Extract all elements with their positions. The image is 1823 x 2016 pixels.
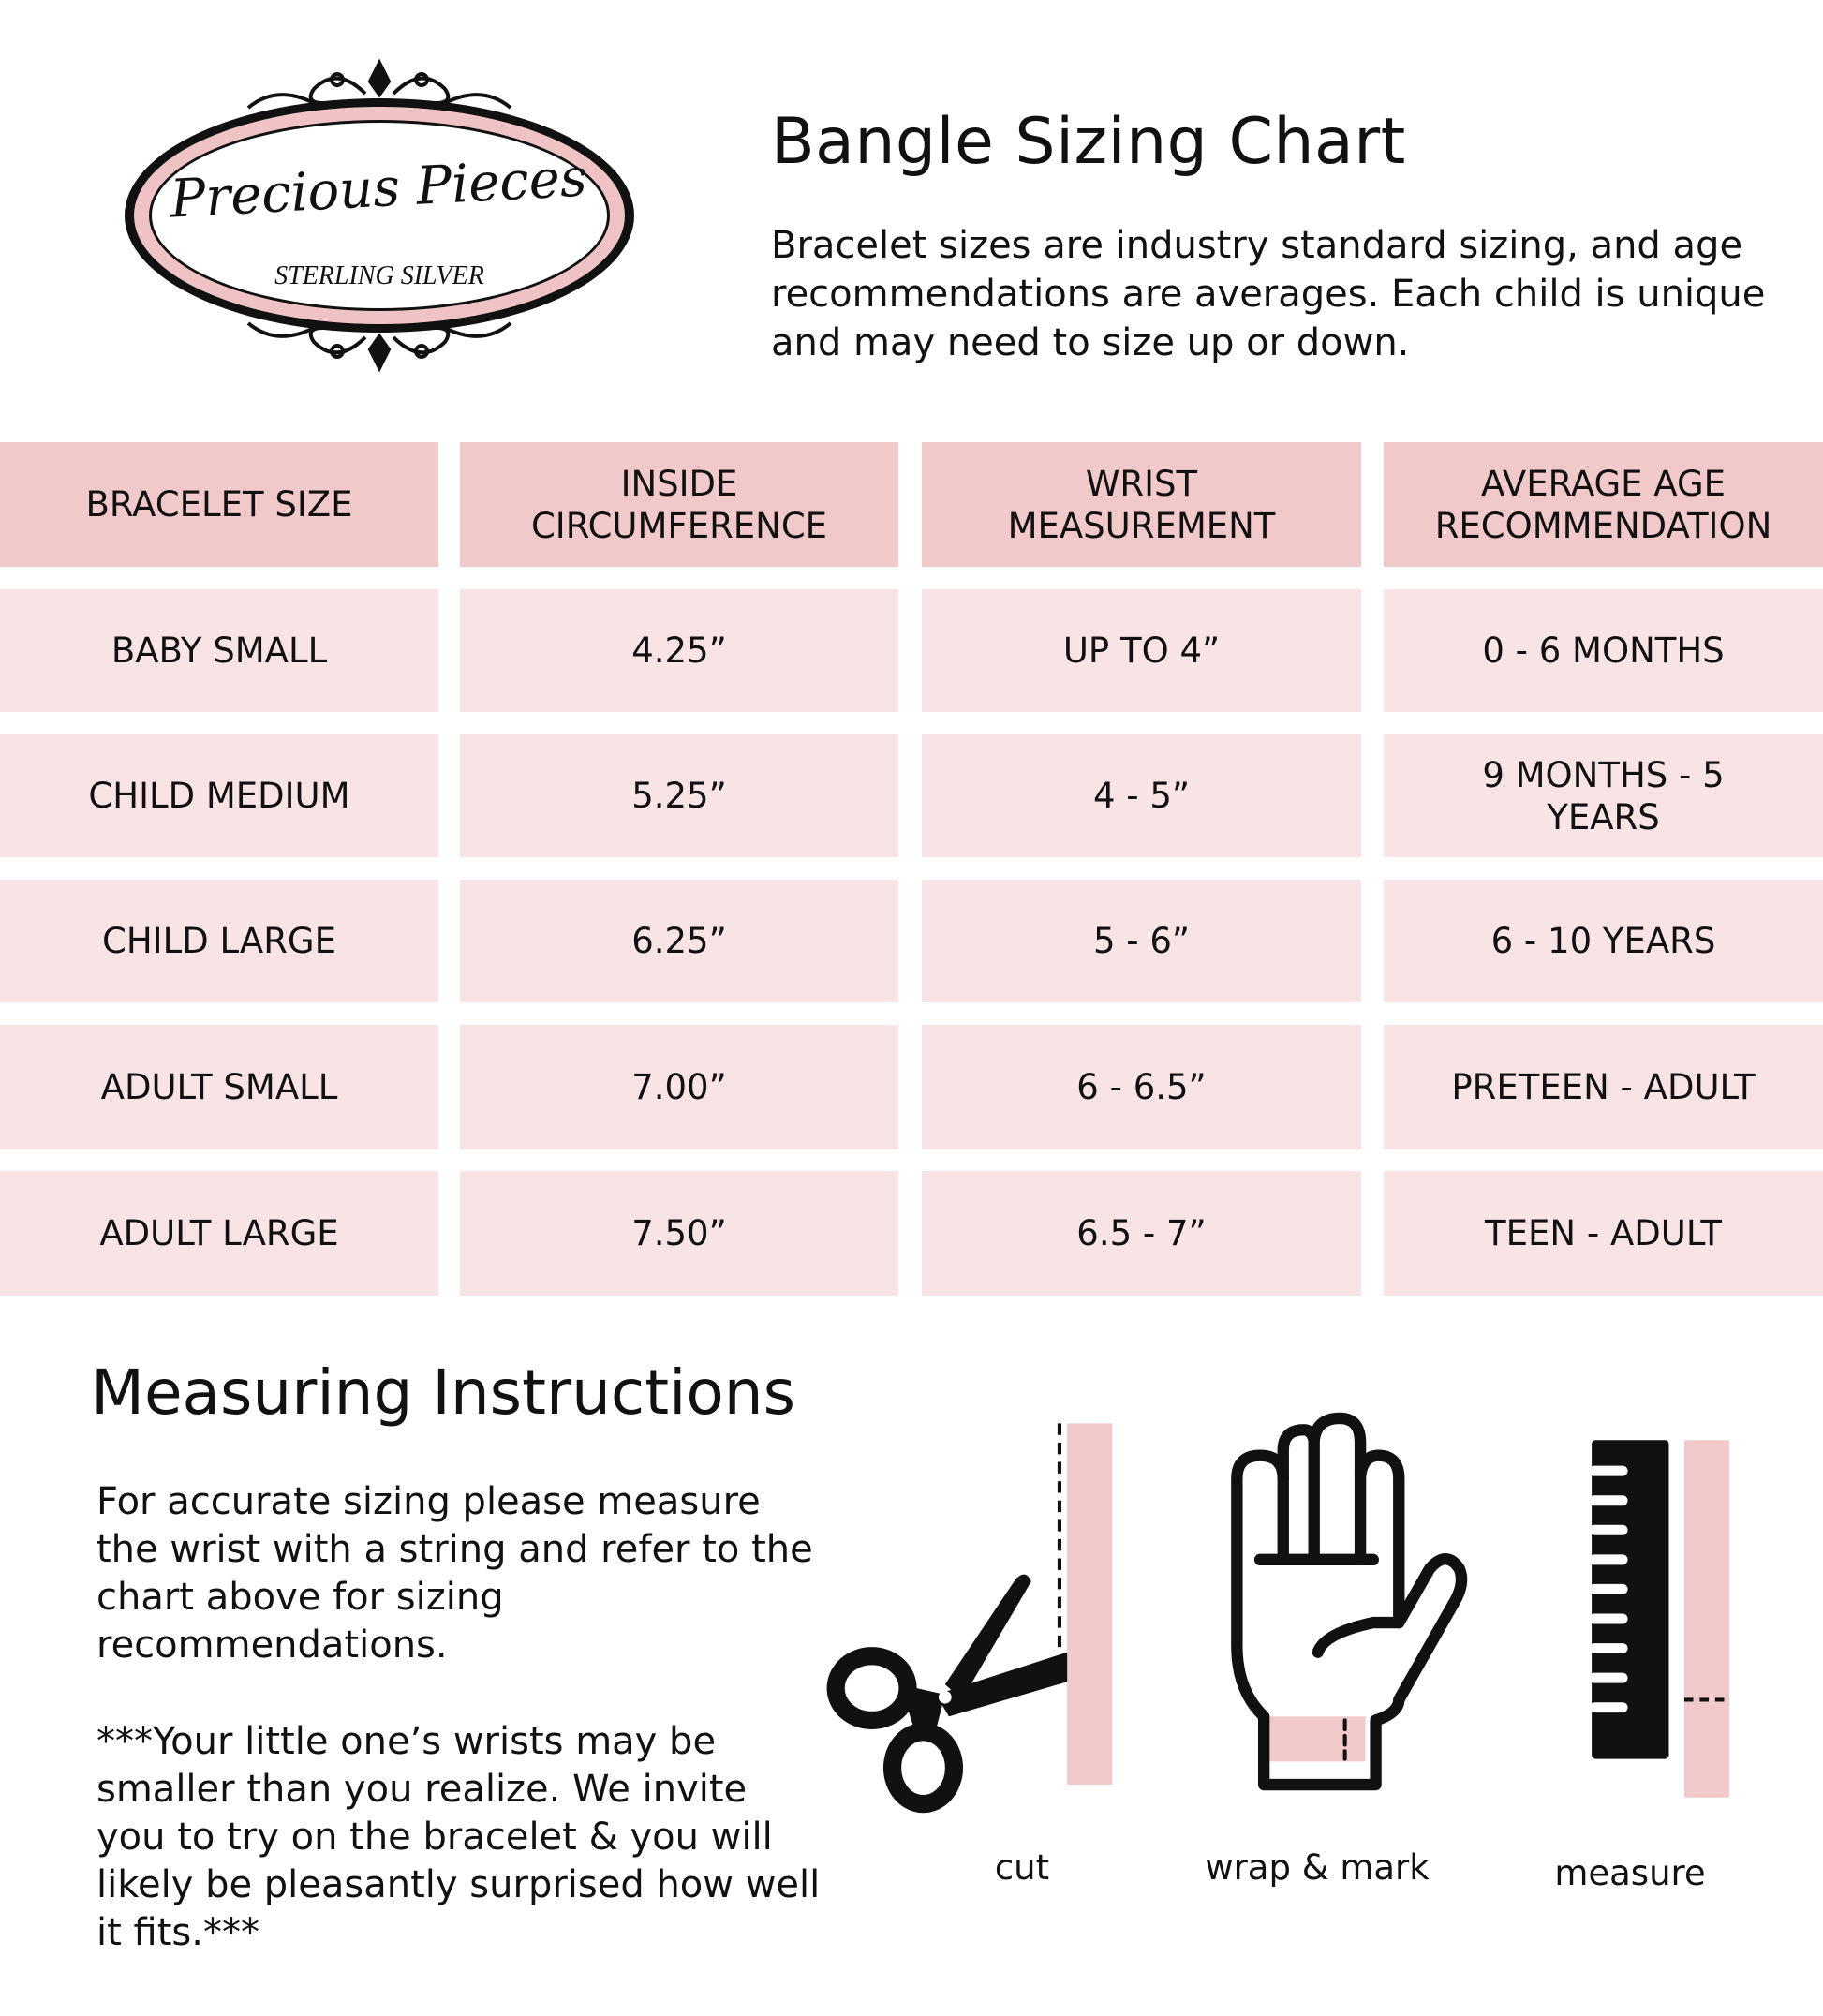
table-cell: ADULT LARGE bbox=[0, 1171, 438, 1296]
table-cell: PRETEEN - ADULT bbox=[1384, 1025, 1823, 1149]
table-cell: 5.25” bbox=[460, 734, 898, 857]
table-cell: 4 - 5” bbox=[922, 734, 1361, 857]
cell-value: BABY SMALL bbox=[111, 630, 328, 671]
cell-value: 4 - 5” bbox=[1092, 776, 1191, 816]
table-cell: 5 - 6” bbox=[922, 880, 1361, 1002]
cell-value: TEEN - ADULT bbox=[1485, 1213, 1722, 1253]
column-header-label: BRACELET SIZE bbox=[85, 484, 353, 525]
cell-value: 5 - 6” bbox=[1092, 921, 1191, 961]
instructions-paragraph: For accurate sizing please measure the w… bbox=[96, 1480, 813, 1667]
table-header-cell: AVERAGE AGE RECOMMENDATION bbox=[1384, 442, 1823, 567]
scissors-icon bbox=[826, 1423, 1113, 1814]
table-cell: 0 - 6 MONTHS bbox=[1384, 589, 1823, 712]
logo-tagline: STERLING SILVER bbox=[274, 261, 484, 290]
cell-value: CHILD MEDIUM bbox=[88, 776, 350, 816]
table-cell: 6.25” bbox=[460, 880, 898, 1002]
table-header-cell: WRIST MEASUREMENT bbox=[922, 442, 1361, 567]
cell-value: 6.5 - 7” bbox=[1076, 1213, 1207, 1253]
table-cell: 6 - 10 YEARS bbox=[1384, 880, 1823, 1002]
ornament-top bbox=[246, 58, 512, 110]
cell-value: PRETEEN - ADULT bbox=[1451, 1067, 1756, 1107]
instructions-note: ***Your little one’s wrists may be small… bbox=[96, 1720, 821, 1954]
table-cell: 6 - 6.5” bbox=[922, 1025, 1361, 1149]
precious-pieces-logo: Precious Pieces STERLING SILVER bbox=[125, 58, 634, 373]
measuring-steps-illustration bbox=[826, 1412, 1729, 1814]
cell-value: 9 MONTHS - 5 YEARS bbox=[1482, 754, 1725, 838]
ruler-icon bbox=[1589, 1440, 1729, 1798]
cell-value: ADULT SMALL bbox=[100, 1067, 338, 1107]
ornament-bottom bbox=[246, 321, 512, 373]
step-label-wrap-mark: wrap & mark bbox=[1205, 1847, 1430, 1888]
table-cell: BABY SMALL bbox=[0, 589, 438, 712]
table-cell: 4.25” bbox=[460, 589, 898, 712]
table-cell: CHILD LARGE bbox=[0, 880, 438, 1002]
table-cell: ADULT SMALL bbox=[0, 1025, 438, 1149]
table-cell: 7.00” bbox=[460, 1025, 898, 1149]
table-cell: CHILD MEDIUM bbox=[0, 734, 438, 857]
cell-value: ADULT LARGE bbox=[99, 1213, 339, 1253]
table-header-cell: BRACELET SIZE bbox=[0, 442, 438, 567]
cell-value: 7.50” bbox=[631, 1213, 727, 1253]
table-header-cell: INSIDE CIRCUMFERENCE bbox=[460, 442, 898, 567]
step-label-cut: cut bbox=[994, 1847, 1050, 1888]
cell-value: CHILD LARGE bbox=[102, 921, 336, 961]
column-header-label: INSIDE CIRCUMFERENCE bbox=[530, 463, 828, 546]
cell-value: 6 - 6.5” bbox=[1076, 1067, 1207, 1107]
instructions-title: Measuring Instructions bbox=[91, 1356, 796, 1429]
hand-icon bbox=[1231, 1412, 1468, 1791]
intro-text: Bracelet sizes are industry standard siz… bbox=[771, 224, 1766, 364]
table-cell: UP TO 4” bbox=[922, 589, 1361, 712]
cell-value: 4.25” bbox=[631, 630, 727, 671]
cell-value: UP TO 4” bbox=[1062, 630, 1221, 671]
cell-value: 6 - 10 YEARS bbox=[1490, 921, 1716, 961]
step-label-measure: measure bbox=[1554, 1853, 1706, 1893]
page-title: Bangle Sizing Chart bbox=[771, 105, 1406, 179]
cell-value: 5.25” bbox=[631, 776, 727, 816]
cell-value: 6.25” bbox=[631, 921, 727, 961]
column-header-label: AVERAGE AGE RECOMMENDATION bbox=[1434, 463, 1772, 546]
column-header-label: WRIST MEASUREMENT bbox=[1007, 463, 1276, 546]
cell-value: 7.00” bbox=[631, 1067, 727, 1107]
table-cell: 7.50” bbox=[460, 1171, 898, 1296]
table-cell: 6.5 - 7” bbox=[922, 1171, 1361, 1296]
cell-value: 0 - 6 MONTHS bbox=[1482, 630, 1725, 671]
table-cell: TEEN - ADULT bbox=[1384, 1171, 1823, 1296]
table-cell: 9 MONTHS - 5 YEARS bbox=[1384, 734, 1823, 857]
